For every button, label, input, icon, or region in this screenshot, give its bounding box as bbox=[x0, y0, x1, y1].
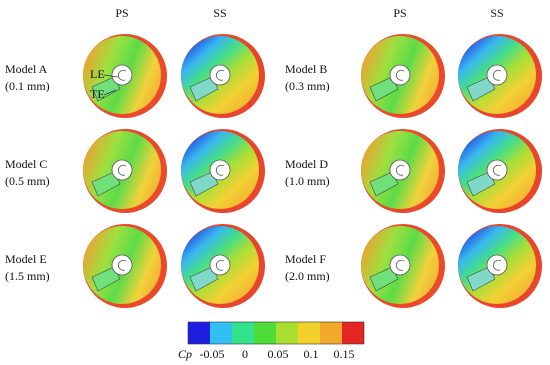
model-size: (0.1 mm) bbox=[5, 79, 50, 93]
colorbar: -0.05 0 0.05 0.1 0.15 bbox=[187, 321, 365, 361]
model-name: Model B bbox=[285, 62, 327, 76]
le-label: LE bbox=[90, 67, 105, 81]
column-header: PS bbox=[115, 6, 128, 20]
ss-contour bbox=[458, 129, 542, 213]
hub bbox=[486, 159, 508, 181]
colorbar-cell bbox=[210, 322, 232, 344]
hub-hook bbox=[216, 164, 225, 176]
le-pointer bbox=[103, 74, 119, 78]
hub bbox=[389, 254, 411, 276]
ss-contour bbox=[181, 129, 265, 213]
ss-contour bbox=[458, 34, 542, 118]
ps-contour bbox=[361, 34, 445, 118]
hub-hook bbox=[216, 259, 225, 271]
te-label: TE bbox=[90, 87, 105, 101]
model-name: Model A bbox=[5, 62, 48, 76]
hub bbox=[209, 254, 231, 276]
colorbar-tick-label: 0.05 bbox=[268, 347, 289, 361]
ss-contour bbox=[181, 224, 265, 308]
colorbar-cell bbox=[254, 322, 276, 344]
hub-hook bbox=[493, 164, 502, 176]
ps-contour bbox=[83, 224, 167, 308]
hub-hook bbox=[396, 259, 405, 271]
hub bbox=[486, 64, 508, 86]
tongue bbox=[466, 76, 496, 102]
model-size: (0.5 mm) bbox=[5, 174, 50, 188]
tongue bbox=[91, 171, 121, 197]
model-name: Model F bbox=[285, 252, 326, 266]
hub-hook bbox=[396, 69, 405, 81]
tongue bbox=[91, 76, 121, 102]
colorbar-cell bbox=[276, 322, 298, 344]
hub bbox=[111, 254, 133, 276]
column-header: SS bbox=[490, 6, 503, 20]
hub-hook bbox=[118, 259, 127, 271]
model-size: (1.5 mm) bbox=[5, 269, 50, 283]
tongue bbox=[466, 171, 496, 197]
tongue bbox=[369, 171, 399, 197]
colorbar-cell bbox=[342, 322, 364, 344]
colorbar-tick-label: 0 bbox=[242, 347, 248, 361]
colorbar-tick-label: 0.1 bbox=[304, 347, 319, 361]
colorbar-cell bbox=[320, 322, 342, 344]
hub bbox=[209, 64, 231, 86]
colorbar-cell bbox=[232, 322, 254, 344]
tongue bbox=[189, 266, 219, 292]
model-name: Model C bbox=[5, 157, 47, 171]
hub-hook bbox=[493, 69, 502, 81]
model-size: (2.0 mm) bbox=[285, 269, 330, 283]
ps-contour bbox=[361, 129, 445, 213]
hub-hook bbox=[118, 69, 127, 81]
colorbar-frame bbox=[187, 321, 365, 345]
tongue bbox=[466, 266, 496, 292]
hub-hook bbox=[493, 259, 502, 271]
ss-contour bbox=[181, 34, 265, 118]
hub bbox=[111, 159, 133, 181]
model-name: Model E bbox=[5, 252, 47, 266]
colorbar-cell bbox=[188, 322, 210, 344]
tongue bbox=[91, 266, 121, 292]
colorbar-cell bbox=[298, 322, 320, 344]
colorbar-tick-label: -0.05 bbox=[200, 347, 225, 361]
column-header: PS bbox=[393, 6, 406, 20]
ss-contour bbox=[458, 224, 542, 308]
colorbar-label: Cp bbox=[178, 347, 192, 361]
tongue bbox=[189, 76, 219, 102]
hub bbox=[486, 254, 508, 276]
tongue bbox=[369, 266, 399, 292]
labels: PS SS PS SS Model A (0.1 mm) Model B (0.3 mm) Mo… bbox=[5, 6, 504, 283]
tongue bbox=[369, 76, 399, 102]
colorbar-tick-label: 0.15 bbox=[334, 347, 355, 361]
te-pointer bbox=[103, 89, 117, 96]
model-name: Model D bbox=[285, 157, 328, 171]
hub bbox=[111, 64, 133, 86]
ps-contour bbox=[83, 34, 167, 118]
hub-hook bbox=[216, 69, 225, 81]
model-size: (1.0 mm) bbox=[285, 174, 330, 188]
column-header: SS bbox=[213, 6, 226, 20]
hub bbox=[389, 64, 411, 86]
ps-contour bbox=[361, 224, 445, 308]
model-size: (0.3 mm) bbox=[285, 79, 330, 93]
tongue bbox=[189, 171, 219, 197]
hub-hook bbox=[396, 164, 405, 176]
hub-hook bbox=[118, 164, 127, 176]
hub bbox=[209, 159, 231, 181]
hub bbox=[389, 159, 411, 181]
ps-contour bbox=[83, 129, 167, 213]
contour-plots bbox=[83, 34, 542, 308]
